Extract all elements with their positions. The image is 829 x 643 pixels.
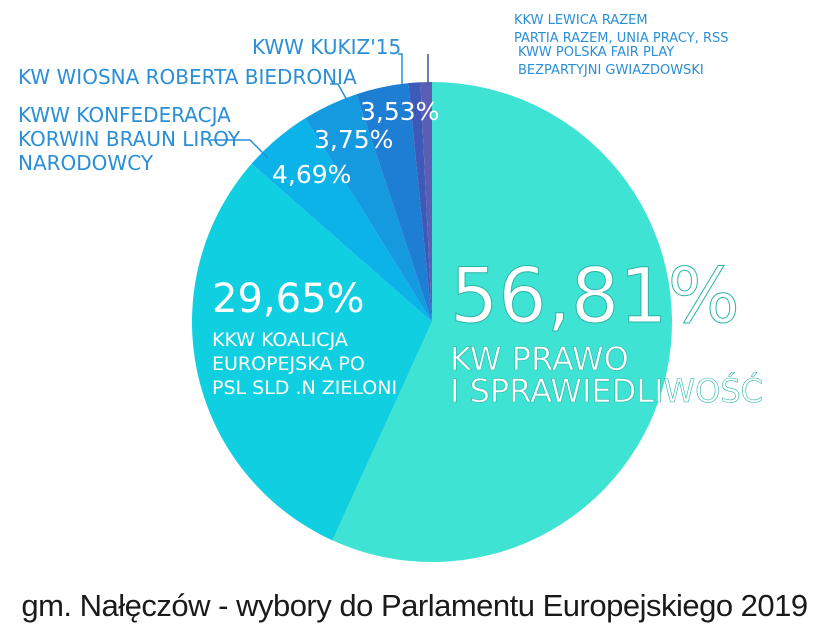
pie-slice-kww-kukiz-15 [356,83,432,322]
slice-name-kww-konfederacja-korwin-braun-liroy-narodowcy-line-3: NARODOWCY [18,151,154,175]
pie-slice-kkw-lewica-razem-partia-razem-unia-pracy-rss [408,82,432,322]
slice-name-kkw-koalicja-europejska-po-psl-sld-n-zieloni-line-1: KKW KOALICJA [212,329,348,351]
slice-name-kw-prawo-i-sprawiedliwo-line-1: KW PRAWO [450,340,629,378]
slice-name-kww-konfederacja-korwin-braun-liroy-narodowcy-line-2: KORWIN BRAUN LIROY [18,127,241,151]
leader-line-kww-kukiz-15 [398,53,403,84]
slice-name-kw-wiosna-roberta-biedronia-line-1: KW WIOSNA ROBERTA BIEDRONIA [18,65,357,89]
leader-line-kw-wiosna-roberta-biedronia [330,83,349,103]
pie-slice-kww-konfederacja-korwin-braun-liroy-narodowcy [251,118,432,322]
slice-name-kww-polska-fair-play-bezpartyjni-gwiazdowski-line-2: BEZPARTYJNI GWIAZDOWSKI [518,63,704,78]
value-label-kkw-koalicja-europejska-po-psl-sld-n-zieloni: 29,65% [212,276,365,322]
value-label-kw-wiosna-roberta-biedronia: 3,75% [314,125,393,154]
value-label-kww-konfederacja-korwin-braun-liroy-narodowcy: 4,69% [272,160,351,189]
chart-title: gm. Nałęczów - wybory do Parlamentu Euro… [21,588,808,623]
value-label-kww-polska-fair-play-bezpartyjni-gwiazdowski: 0,77% [430,51,509,80]
pie-slice-kw-prawo-i-sprawiedliwo [332,82,673,562]
slice-name-kww-kukiz-15-line-1: KWW KUKIZ'15 [252,35,401,59]
pie-slices [192,82,673,562]
slice-name-kkw-lewica-razem-partia-razem-unia-pracy-rss-line-2: PARTIA RAZEM, UNIA PRACY, RSS [514,31,729,46]
slice-name-kw-prawo-i-sprawiedliwo-line-2: I SPRAWIEDLIWOŚĆ [450,371,763,410]
slice-name-kkw-lewica-razem-partia-razem-unia-pracy-rss-line-1: KKW LEWICA RAZEM [514,13,648,28]
leader-lines [210,53,429,159]
value-label-kw-prawo-i-sprawiedliwo: 56,81% [450,251,740,340]
slice-name-kkw-koalicja-europejska-po-psl-sld-n-zieloni-line-3: PSL SLD .N ZIELONI [212,377,397,399]
slice-name-kkw-koalicja-europejska-po-psl-sld-n-zieloni-line-2: EUROPEJSKA PO [212,353,365,375]
value-label-kkw-lewica-razem-partia-razem-unia-pracy-rss: 0,80% [424,17,503,46]
slice-name-kww-polska-fair-play-bezpartyjni-gwiazdowski-line-1: KWW POLSKA FAIR PLAY [518,45,674,60]
pie-slice-kww-polska-fair-play-bezpartyjni-gwiazdowski [420,82,432,322]
slice-name-kww-konfederacja-korwin-braun-liroy-narodowcy-line-1: KWW KONFEDERACJA [18,103,231,127]
pie-slice-kw-wiosna-roberta-biedronia [305,94,432,322]
leader-line-kww-konfederacja-korwin-braun-liroy-narodowcy [210,139,269,159]
pie-slice-kkw-koalicja-europejska-po-psl-sld-n-zieloni [192,163,432,541]
value-label-kww-kukiz-15: 3,53% [360,97,439,126]
